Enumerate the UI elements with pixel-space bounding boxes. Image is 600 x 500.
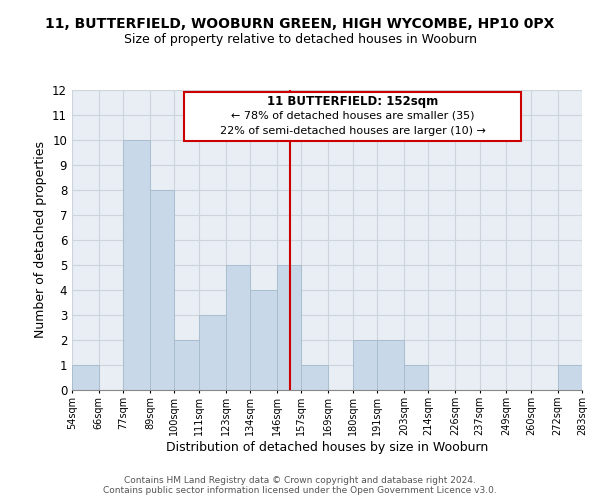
FancyBboxPatch shape bbox=[184, 92, 521, 141]
Bar bbox=[199, 315, 226, 390]
Text: 11, BUTTERFIELD, WOOBURN GREEN, HIGH WYCOMBE, HP10 0PX: 11, BUTTERFIELD, WOOBURN GREEN, HIGH WYC… bbox=[46, 18, 554, 32]
Bar bbox=[277, 265, 301, 390]
Bar bbox=[404, 365, 428, 390]
Text: 22% of semi-detached houses are larger (10) →: 22% of semi-detached houses are larger (… bbox=[220, 126, 485, 136]
Bar bbox=[557, 365, 582, 390]
Y-axis label: Number of detached properties: Number of detached properties bbox=[34, 142, 47, 338]
Bar bbox=[353, 340, 377, 390]
Text: ← 78% of detached houses are smaller (35): ← 78% of detached houses are smaller (35… bbox=[231, 111, 474, 121]
Bar bbox=[250, 290, 277, 390]
Bar bbox=[377, 340, 404, 390]
Text: Contains HM Land Registry data © Crown copyright and database right 2024.: Contains HM Land Registry data © Crown c… bbox=[124, 476, 476, 485]
Bar bbox=[301, 365, 328, 390]
Bar bbox=[175, 340, 199, 390]
Bar bbox=[226, 265, 250, 390]
Text: Contains public sector information licensed under the Open Government Licence v3: Contains public sector information licen… bbox=[103, 486, 497, 495]
X-axis label: Distribution of detached houses by size in Wooburn: Distribution of detached houses by size … bbox=[166, 440, 488, 454]
Bar bbox=[150, 190, 175, 390]
Bar bbox=[72, 365, 99, 390]
Text: 11 BUTTERFIELD: 152sqm: 11 BUTTERFIELD: 152sqm bbox=[267, 96, 438, 108]
Bar bbox=[123, 140, 150, 390]
Text: Size of property relative to detached houses in Wooburn: Size of property relative to detached ho… bbox=[124, 32, 476, 46]
